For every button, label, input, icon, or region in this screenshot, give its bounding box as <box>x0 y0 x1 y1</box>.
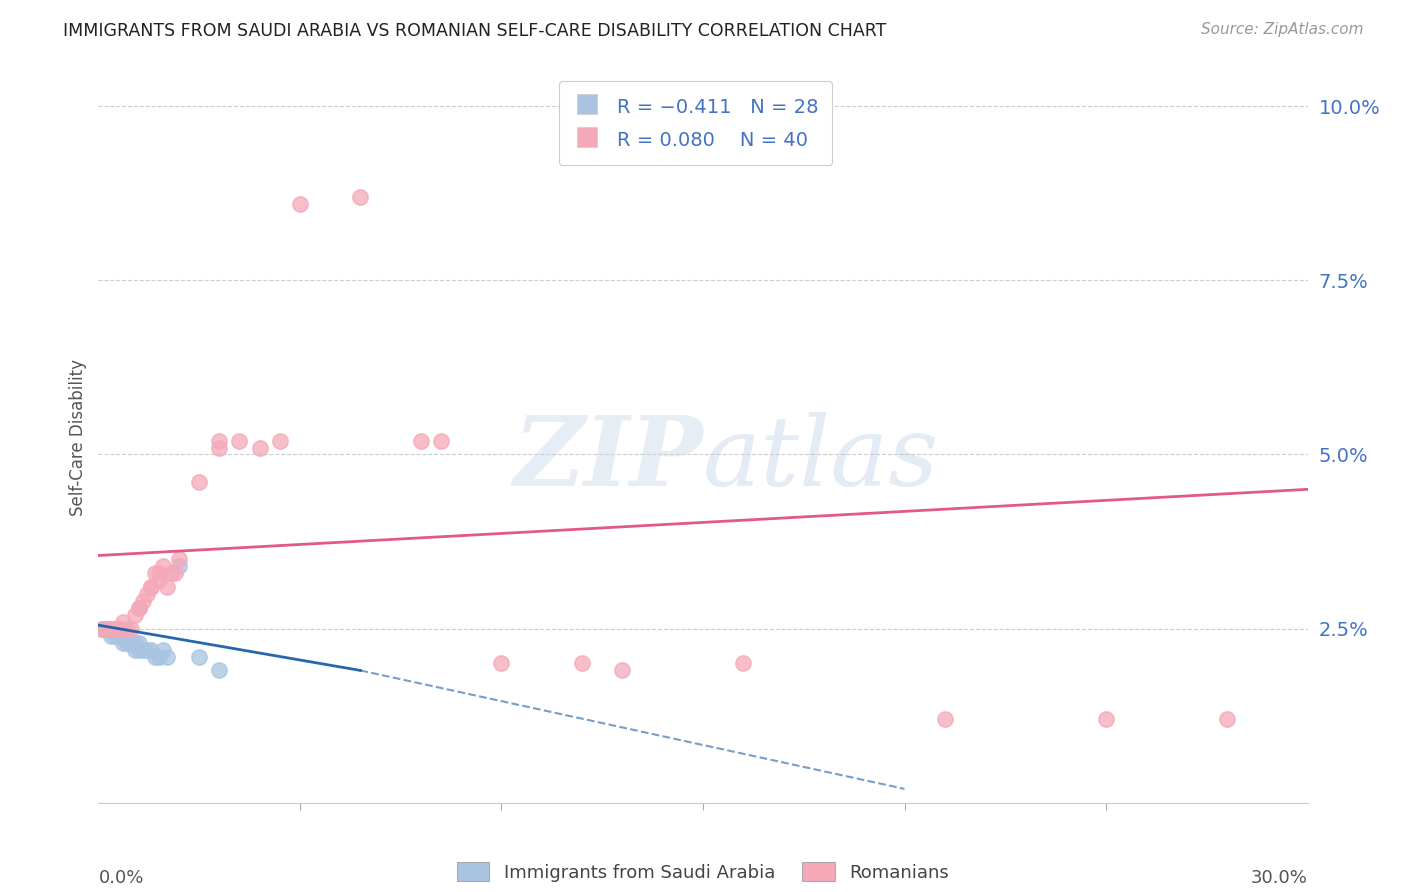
Point <box>120 622 142 636</box>
Point <box>269 434 291 448</box>
Point <box>139 580 162 594</box>
Point <box>143 649 166 664</box>
Point <box>152 558 174 573</box>
Point <box>156 580 179 594</box>
Point <box>132 594 155 608</box>
Point <box>349 190 371 204</box>
Point <box>733 657 755 671</box>
Point <box>156 649 179 664</box>
Point <box>1216 712 1239 726</box>
Point <box>163 566 186 580</box>
Point <box>139 580 162 594</box>
Point <box>111 615 134 629</box>
Text: atlas: atlas <box>703 412 939 506</box>
Point <box>612 664 634 678</box>
Point <box>128 635 150 649</box>
Point <box>128 600 150 615</box>
Point <box>148 649 170 664</box>
Point <box>208 434 231 448</box>
Point <box>135 642 157 657</box>
Point <box>228 434 250 448</box>
Point <box>124 607 146 622</box>
Text: IMMIGRANTS FROM SAUDI ARABIA VS ROMANIAN SELF-CARE DISABILITY CORRELATION CHART: IMMIGRANTS FROM SAUDI ARABIA VS ROMANIAN… <box>63 22 887 40</box>
Point <box>91 622 114 636</box>
Point <box>107 622 129 636</box>
Point <box>148 573 170 587</box>
Text: ZIP: ZIP <box>513 412 703 506</box>
Point <box>103 622 125 636</box>
Point <box>128 642 150 657</box>
Point <box>111 629 134 643</box>
Point <box>139 642 162 657</box>
Point <box>571 657 593 671</box>
Point <box>111 635 134 649</box>
Point <box>249 441 271 455</box>
Point <box>100 629 122 643</box>
Point <box>188 475 211 490</box>
Point <box>430 434 453 448</box>
Point <box>143 566 166 580</box>
Point <box>91 622 114 636</box>
Y-axis label: Self-Care Disability: Self-Care Disability <box>69 359 87 516</box>
Point <box>152 642 174 657</box>
Point <box>208 441 231 455</box>
Point <box>167 558 190 573</box>
Legend: R = −0.411   N = 28, R = 0.080    N = 40: R = −0.411 N = 28, R = 0.080 N = 40 <box>560 81 832 166</box>
Point <box>160 566 183 580</box>
Point <box>107 629 129 643</box>
Point <box>115 622 138 636</box>
Point <box>115 629 138 643</box>
Point <box>107 622 129 636</box>
Point <box>1095 712 1118 726</box>
Point <box>934 712 956 726</box>
Text: 0.0%: 0.0% <box>98 869 143 887</box>
Point <box>103 622 125 636</box>
Point <box>96 622 118 636</box>
Point <box>100 622 122 636</box>
Point <box>96 622 118 636</box>
Point <box>103 629 125 643</box>
Point <box>132 642 155 657</box>
Point <box>124 635 146 649</box>
Point <box>188 649 211 664</box>
Point <box>167 552 190 566</box>
Point <box>491 657 513 671</box>
Point <box>208 664 231 678</box>
Point <box>96 622 118 636</box>
Point <box>100 622 122 636</box>
Point <box>120 635 142 649</box>
Point <box>409 434 432 448</box>
Point <box>128 600 150 615</box>
Text: Source: ZipAtlas.com: Source: ZipAtlas.com <box>1201 22 1364 37</box>
Text: 30.0%: 30.0% <box>1251 869 1308 887</box>
Point <box>135 587 157 601</box>
Point <box>124 642 146 657</box>
Point <box>115 635 138 649</box>
Point <box>148 566 170 580</box>
Point <box>288 196 311 211</box>
